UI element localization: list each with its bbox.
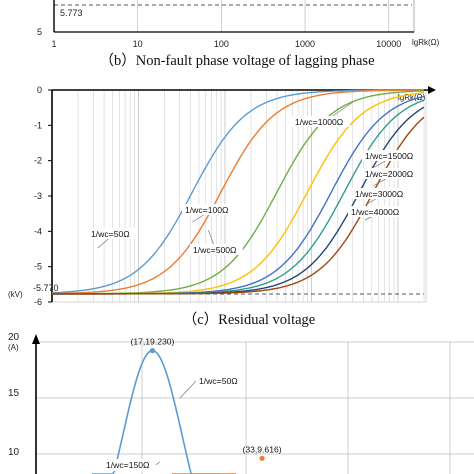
panel-c-x-unit: lgRk(Ω)	[398, 93, 426, 102]
panel-c-series-label: 1/wc=3000Ω	[355, 189, 404, 199]
panel-d-peak-label: (33,9.616)	[242, 444, 281, 454]
panel-d-y-tick-15: 15	[8, 388, 20, 399]
panel-d-y-tick-20: 20	[8, 332, 20, 343]
panel-d-y-tick-10: 10	[8, 447, 20, 458]
panel-c-series-label-bg	[182, 204, 235, 215]
panel-c-series-label-bg	[190, 244, 243, 255]
panel-c-series-label: 1/wc=50Ω	[91, 229, 130, 239]
panel-c-series-label-bg	[88, 228, 136, 239]
panel-b-x-tick: 10000	[376, 39, 401, 49]
panel-c-series-label-bg	[362, 150, 420, 161]
panel-c-series-label: 1/wc=500Ω	[193, 245, 237, 255]
panel-d-series-line	[92, 349, 220, 474]
panel-b-x-unit: lgRk(Ω)	[412, 38, 440, 47]
panel-c-series-line	[51, 89, 424, 295]
panel-c-y-tick: -4	[34, 226, 42, 236]
panel-c-series-line	[52, 116, 425, 295]
panel-d-series-leader	[155, 461, 161, 466]
panel-c-y-tick: 0	[37, 85, 42, 95]
panel-c-x-arrow-icon	[428, 86, 436, 94]
panel-c: 0 -1 -2 -3 -4 -5 -6 lgRk(Ω) (kV) -5.770 1/wc=5…	[8, 85, 436, 328]
panel-d-grid	[36, 341, 474, 474]
panel-c-series-label-bg	[352, 188, 410, 199]
panel-c-grid	[51, 90, 425, 302]
panel-d-y-arrow-icon	[32, 334, 40, 344]
panel-c-y-unit: (kV)	[8, 290, 23, 299]
panel-b: 5.773 5 1 10 100 1000 10000 lgRk(Ω) （b）Non-f…	[37, 0, 440, 69]
panel-b-y-tick: 5	[37, 27, 42, 37]
panel-c-y-ticks: 0 -1 -2 -3 -4 -5 -6	[34, 85, 52, 307]
panel-c-series-label-bg	[292, 116, 350, 127]
panel-c-series-label: 1/wc=2000Ω	[365, 169, 414, 179]
panel-c-caption: （c）Residual voltage	[183, 311, 315, 328]
panel-d-series-label-bg	[103, 459, 156, 471]
panel-c-y-tick: -2	[34, 156, 42, 166]
panel-c-series-label: 1/wc=100Ω	[185, 205, 229, 215]
panel-d-series-label: 1/wc=150Ω	[106, 460, 150, 470]
panel-c-series-label-bg	[348, 206, 406, 217]
panel-d-series-label: 1/wc=50Ω	[199, 376, 238, 386]
panel-c-series-label: 1/wc=1500Ω	[365, 151, 414, 161]
panel-d-series-label-bg	[196, 375, 244, 387]
panel-b-caption: （b）Non-fault phase voltage of lagging ph…	[99, 52, 374, 69]
panel-b-x-tick: 1000	[295, 39, 315, 49]
panel-c-annotation: -5.770	[33, 283, 59, 293]
panel-c-series-label: 1/wc=4000Ω	[351, 207, 400, 217]
panel-b-x-tick: 100	[214, 39, 229, 49]
panel-d-peak-marker	[149, 348, 156, 354]
panel-b-x-tick: 10	[133, 39, 143, 49]
panel-b-annotation: 5.773	[60, 8, 83, 18]
panel-c-y-tick: -5	[34, 262, 42, 272]
panel-c-series-labels: 1/wc=50Ω 1/wc=100Ω 1/wc=500Ω 1/wc=1000Ω 1/wc…	[88, 101, 420, 255]
panel-c-series-label: 1/wc=1000Ω	[295, 117, 344, 127]
panel-d: 20 (A) 15 10 (17,19.230) (33,9.616) 1/wc=5…	[8, 332, 474, 474]
panel-b-plot-frame	[53, 0, 415, 33]
panel-b-x-ticks: 1 10 100 1000 10000	[51, 39, 401, 49]
panel-d-peak-label: (17,19.230)	[130, 337, 174, 347]
panel-d-series-leader	[179, 380, 197, 399]
panel-d-peak-marker	[259, 455, 265, 461]
panel-c-y-tick: -6	[34, 297, 42, 307]
panel-d-series: (17,19.230) (33,9.616) 1/wc=50Ω 1/wc=150Ω	[92, 337, 282, 474]
panel-c-y-tick: -1	[34, 120, 42, 130]
panel-b-x-tick: 1	[51, 39, 56, 49]
panel-c-y-tick: -3	[34, 191, 42, 201]
panel-c-series-label-bg	[362, 168, 420, 179]
panel-d-y-unit: (A)	[8, 343, 19, 352]
